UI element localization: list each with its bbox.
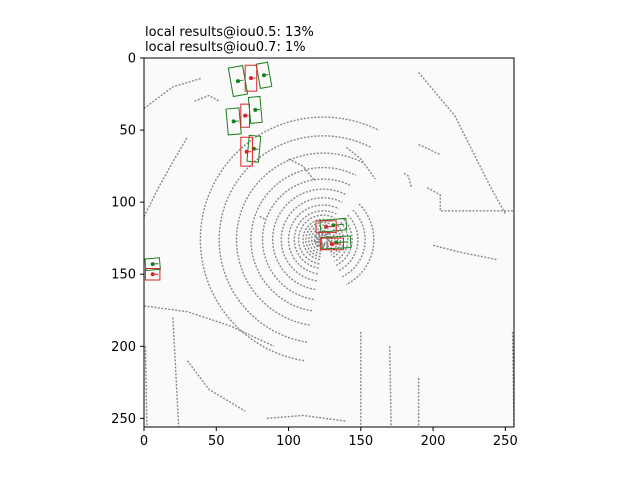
prediction-box: [244, 64, 258, 92]
y-tick-label: 200: [111, 340, 136, 355]
x-tick-label: 0: [140, 434, 148, 449]
lidar-point: [313, 239, 316, 243]
lidar-point: [326, 232, 329, 235]
ground-truth-center-heading: [237, 79, 244, 82]
lidar-point: [314, 234, 317, 237]
lidar-structure: [172, 317, 180, 427]
lidar-structure: [144, 136, 188, 217]
lidar-ring: [280, 197, 343, 282]
lidar-ring: [199, 116, 380, 362]
ground-truth-box: [225, 107, 242, 136]
lidar-structure: [144, 305, 275, 347]
y-tick-label: 100: [111, 196, 136, 211]
lidar-point: [318, 234, 321, 237]
lidar-ring: [250, 166, 357, 312]
lidar-structure: [418, 71, 506, 215]
lidar-ring: [308, 224, 331, 255]
plot-background: [144, 58, 514, 427]
lidar-point: [326, 242, 329, 245]
title-line-1: local results@iou0.5: 13%: [145, 25, 314, 40]
prediction-box: [315, 220, 337, 233]
lidar-ring: [302, 218, 333, 261]
lidar-point: [315, 244, 319, 247]
ground-truth-box: [255, 61, 273, 89]
y-tick-label: 150: [111, 268, 136, 283]
lidar-structure: [418, 143, 441, 156]
lidar-structure: [144, 77, 203, 110]
x-tick-label: 150: [348, 434, 373, 449]
lidar-ring: [330, 226, 342, 256]
x-tick-label: 250: [493, 434, 518, 449]
ground-truth-center-heading: [336, 241, 348, 243]
lidar-structure: [432, 244, 499, 261]
lidar-structure: [144, 346, 148, 427]
lidar-structure: [426, 187, 514, 212]
lidar-point: [326, 246, 329, 249]
lidar-structure: [389, 346, 392, 427]
title-line-2: local results@iou0.7: 1%: [145, 40, 306, 55]
lidar-point: [317, 232, 321, 235]
prediction-box: [319, 237, 344, 251]
lidar-structure: [403, 172, 413, 188]
prediction-box: [144, 267, 161, 281]
x-tick-label: 100: [276, 434, 301, 449]
lidar-scan: [144, 71, 514, 427]
lidar-ring: [310, 227, 329, 252]
lidar-structure: [194, 94, 220, 102]
lidar-structure: [288, 158, 316, 181]
y-tick-label: 0: [128, 52, 136, 67]
lidar-ring: [271, 188, 347, 291]
lidar-structure: [186, 360, 246, 412]
lidar-point: [322, 245, 325, 248]
plot-frame: [143, 57, 515, 428]
ground-truth-box: [320, 235, 352, 250]
lidar-point: [326, 244, 329, 247]
y-tick-label: 50: [119, 124, 136, 139]
lidar-ring: [341, 209, 366, 278]
ground-truth-center-heading: [333, 223, 344, 226]
lidar-structure: [345, 146, 376, 180]
lidar-point: [315, 236, 318, 239]
ground-truth-box: [227, 65, 249, 98]
x-tick-label: 50: [208, 434, 225, 449]
y-axis: 0 50 100 150 200 250: [111, 52, 144, 427]
lidar-point: [317, 244, 321, 247]
y-tick-label: 250: [111, 412, 136, 427]
lidar-point: [328, 232, 331, 235]
ground-truth-center-heading: [263, 74, 269, 76]
prediction-boxes: [144, 64, 344, 281]
lidar-ring: [218, 135, 371, 343]
lidar-ring: [326, 233, 333, 248]
lidar-ring: [338, 214, 359, 272]
lidar-ring: [305, 221, 332, 258]
ground-truth-box: [319, 217, 348, 233]
ground-truth-boxes: [144, 61, 352, 272]
lidar-structure: [259, 215, 266, 221]
x-axis: 0 50 100 150 200 250: [140, 427, 518, 449]
ground-truth-center-heading: [152, 263, 159, 265]
lidar-structure: [511, 331, 514, 427]
lidar-ring: [345, 203, 375, 286]
prediction-box: [240, 136, 253, 167]
lidar-ring: [293, 210, 337, 269]
x-tick-label: 200: [421, 434, 446, 449]
lidar-ring: [298, 214, 335, 265]
lidar-ring: [334, 221, 349, 263]
prediction-box: [240, 103, 251, 128]
lidar-structure: [266, 414, 347, 422]
lidar-point: [316, 241, 320, 244]
lidar-point: [315, 240, 318, 243]
lidar-ring: [287, 204, 340, 275]
